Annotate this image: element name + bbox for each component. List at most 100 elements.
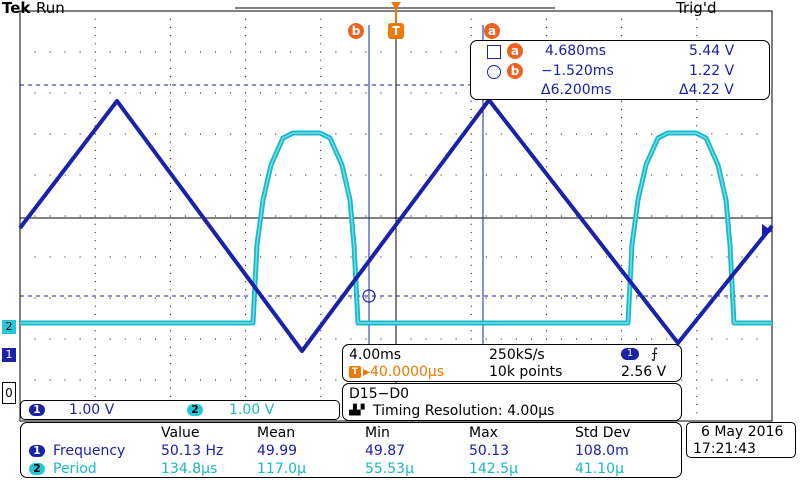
datetime-panel[interactable]: 6 May 2016 17:21:43 — [686, 422, 796, 458]
grid-dot — [545, 158, 547, 160]
digital-marker[interactable]: 0 — [2, 382, 16, 404]
channel-scale-bar[interactable]: 1 1.00 V 2 1.00 V — [20, 400, 340, 420]
channel-1-marker[interactable]: 1 — [2, 348, 16, 362]
cursor-a-label[interactable]: a — [484, 23, 500, 39]
grid-dot — [696, 199, 698, 201]
grid-dot — [139, 379, 141, 381]
grid-dot — [425, 215, 427, 217]
cursor-b-marker[interactable] — [362, 289, 376, 303]
grid-dot — [696, 379, 698, 381]
grid-dot — [756, 133, 758, 135]
grid-dot — [19, 256, 21, 258]
grid-dot — [34, 297, 36, 299]
grid-dot — [290, 51, 292, 53]
grid-dot — [440, 297, 442, 299]
grid-dot — [696, 215, 698, 217]
channel-2-marker[interactable]: 2 — [2, 320, 16, 334]
grid-dot — [169, 199, 171, 201]
grid-dot — [545, 26, 547, 28]
grid-dot — [19, 92, 21, 94]
grid-dot — [696, 363, 698, 365]
grid-dot — [726, 256, 728, 258]
grid-dot — [320, 395, 322, 397]
grid-dot — [696, 190, 698, 192]
grid-dot — [94, 182, 96, 184]
grid-dot — [575, 215, 577, 217]
grid-dot — [395, 59, 397, 61]
grid-dot — [666, 215, 668, 217]
grid-dot — [470, 174, 472, 176]
grid-dot — [184, 215, 186, 217]
grid-dot — [94, 387, 96, 389]
grid-dot — [395, 158, 397, 160]
timing-resolution: Timing Resolution: 4.00μs — [373, 403, 555, 419]
grid-dot — [395, 248, 397, 250]
grid-dot — [696, 117, 698, 119]
grid-dot — [320, 108, 322, 110]
grid-dot — [320, 67, 322, 69]
grid-dot — [94, 313, 96, 315]
grid-dot — [109, 133, 111, 135]
grid-dot — [305, 297, 307, 299]
grid-dot — [636, 297, 638, 299]
grid-dot — [621, 207, 623, 209]
grid-dot — [124, 256, 126, 258]
grid-dot — [320, 18, 322, 20]
grid-dot — [320, 281, 322, 283]
ch2-scale: 1.00 V — [229, 402, 275, 418]
grid-dot — [591, 174, 593, 176]
grid-dot — [305, 256, 307, 258]
grid-dot — [756, 338, 758, 340]
grid-dot — [365, 92, 367, 94]
grid-dot — [696, 420, 698, 422]
grid-dot — [124, 174, 126, 176]
grid-dot — [681, 256, 683, 258]
grid-dot — [290, 297, 292, 299]
cursor-b-label[interactable]: b — [348, 23, 364, 39]
grid-dot — [94, 240, 96, 242]
grid-dot — [696, 141, 698, 143]
grid-dot — [726, 174, 728, 176]
grid-dot — [395, 76, 397, 78]
horizontal-trigger-panel[interactable]: 4.00ms 250kS/s 1 ⨍ T ▸40.0000μs 10k poin… — [342, 344, 682, 382]
grid-dot — [320, 141, 322, 143]
grid-dot — [365, 51, 367, 53]
grid-dot — [410, 215, 412, 217]
grid-dot — [470, 10, 472, 12]
grid-dot — [19, 297, 21, 299]
meas-row1-min: 49.87 — [365, 443, 406, 459]
trigger-marker-label[interactable]: T — [388, 23, 404, 39]
meas-row2-channel: 2 — [29, 463, 45, 475]
grid-dot — [320, 158, 322, 160]
grid-dot — [320, 125, 322, 127]
grid-dot — [169, 10, 171, 12]
grid-dot — [530, 133, 532, 135]
grid-dot — [470, 182, 472, 184]
grid-dot — [305, 379, 307, 381]
grid-dot — [49, 174, 51, 176]
grid-dot — [94, 281, 96, 283]
grid-dot — [681, 215, 683, 217]
grid-dot — [245, 141, 247, 143]
grid-dot — [335, 174, 337, 176]
measurements-panel[interactable]: Value Mean Min Max Std Dev 1 Frequency 5… — [20, 422, 682, 478]
digital-panel[interactable]: D15−D0 ▟▞ Timing Resolution: 4.00μs — [342, 383, 682, 421]
grid-dot — [395, 338, 397, 340]
grid-dot — [621, 100, 623, 102]
grid-dot — [94, 199, 96, 201]
cursor-a-square-icon — [487, 45, 501, 59]
grid-dot — [455, 297, 457, 299]
grid-dot — [470, 108, 472, 110]
grid-dot — [696, 297, 698, 299]
grid-dot — [726, 338, 728, 340]
grid-dot — [245, 51, 247, 53]
grid-dot — [621, 199, 623, 201]
grid-dot — [470, 420, 472, 422]
grid-dot — [500, 256, 502, 258]
grid-dot — [545, 149, 547, 151]
grid-dot — [395, 166, 397, 168]
grid-dot — [530, 256, 532, 258]
cursor-delta-time: Δ6.200ms — [541, 82, 612, 98]
grid-dot — [606, 133, 608, 135]
grid-dot — [621, 231, 623, 233]
